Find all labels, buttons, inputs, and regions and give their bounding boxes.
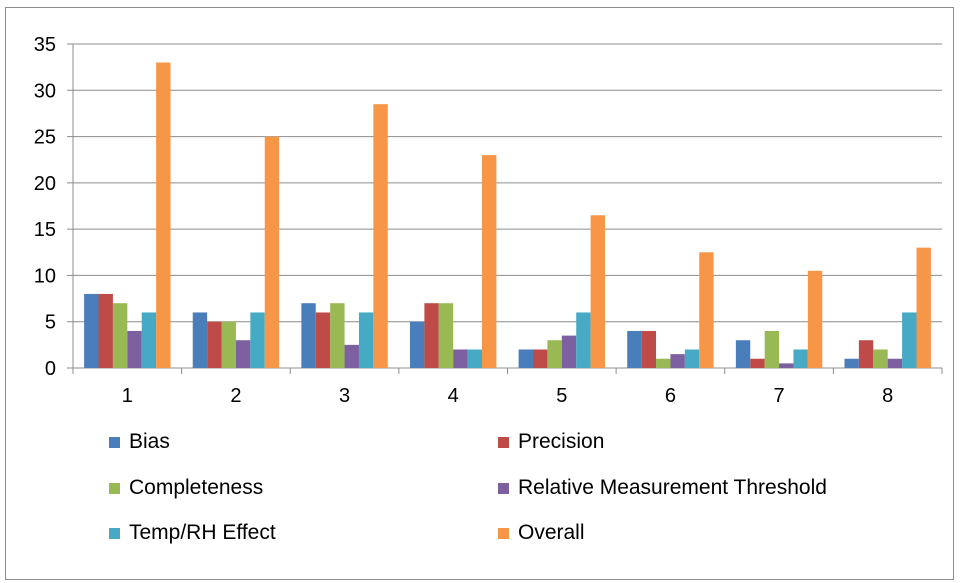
bar-chart: 0 5 10 15 20 25 30 35 1 2 3 4 5 6 7 8 [34, 34, 943, 407]
bar [409, 321, 425, 368]
bar [207, 321, 222, 368]
legend-item: Temp/RH Effect [109, 521, 276, 545]
x-tick-label: 4 [448, 385, 459, 407]
legend-label: Precision [518, 430, 605, 453]
x-tick-label: 8 [882, 385, 893, 407]
legend-item: Bias [109, 430, 170, 454]
bar [518, 349, 534, 368]
legend-swatch [498, 482, 509, 494]
legend-label: Bias [129, 430, 170, 453]
bar [916, 247, 931, 368]
x-tick-label: 6 [665, 385, 676, 407]
bar [684, 349, 700, 368]
y-tick-label: 0 [45, 358, 56, 380]
bar [467, 349, 482, 368]
bar [84, 293, 99, 368]
legend-swatch [109, 436, 120, 448]
bar [670, 354, 685, 368]
bar [141, 312, 157, 368]
y-tick-label: 30 [34, 80, 56, 102]
bar [902, 312, 917, 368]
y-tick-label: 25 [34, 127, 56, 149]
y-tick-label: 10 [34, 265, 56, 287]
legend-swatch [109, 482, 120, 494]
y-tick-label: 35 [34, 34, 56, 56]
chart-area: 0 5 10 15 20 25 30 35 1 2 3 4 5 6 7 8 Bias Precision Comp… [5, 7, 954, 580]
bar [481, 155, 497, 368]
legend-swatch [498, 527, 509, 539]
bar [315, 312, 331, 368]
legend-item: Completeness [109, 476, 263, 500]
x-tick-label: 2 [230, 385, 241, 407]
bar [358, 312, 374, 368]
bar [250, 312, 265, 368]
y-tick-label: 15 [34, 219, 56, 241]
bar [858, 340, 874, 368]
bar [533, 349, 548, 368]
x-tick-label: 5 [556, 385, 567, 407]
bar [627, 330, 642, 368]
x-tick-label: 1 [122, 385, 133, 407]
bar [873, 349, 888, 368]
legend-swatch [498, 436, 509, 448]
legend-label: Relative Measurement Threshold [518, 476, 827, 499]
bar [453, 349, 468, 368]
bar [561, 335, 577, 368]
bar [330, 303, 345, 368]
legend-label: Overall [518, 521, 585, 544]
x-tick-label: 7 [774, 385, 785, 407]
bar [438, 303, 454, 368]
bar [344, 344, 359, 368]
bar [750, 358, 765, 368]
bar [779, 363, 794, 368]
bar [547, 340, 562, 368]
bar [793, 349, 808, 368]
bar [735, 340, 751, 368]
bar [887, 358, 903, 368]
x-tick-label: 3 [339, 385, 350, 407]
legend-item: Overall [498, 521, 585, 545]
bar [576, 312, 591, 368]
legend-item: Relative Measurement Threshold [498, 476, 827, 500]
legend-label: Temp/RH Effect [129, 521, 276, 544]
bar [264, 136, 280, 368]
bar [221, 321, 236, 368]
bar [373, 104, 388, 369]
bar [844, 358, 859, 368]
bar [156, 62, 171, 369]
legend-swatch [109, 527, 120, 539]
bar [641, 330, 657, 368]
legend-item: Precision [498, 430, 604, 454]
bar [127, 330, 142, 368]
bar [699, 252, 714, 368]
bar [235, 340, 251, 368]
y-tick-label: 5 [45, 312, 56, 334]
legend-label: Completeness [129, 476, 264, 499]
bar [656, 358, 671, 368]
bar [424, 303, 439, 368]
y-tick-label: 20 [34, 173, 56, 195]
bar [112, 303, 128, 368]
bar [764, 330, 780, 368]
bar [98, 293, 113, 368]
bar [590, 215, 606, 368]
bar [192, 312, 208, 368]
bar [807, 270, 823, 368]
bar [301, 303, 316, 368]
